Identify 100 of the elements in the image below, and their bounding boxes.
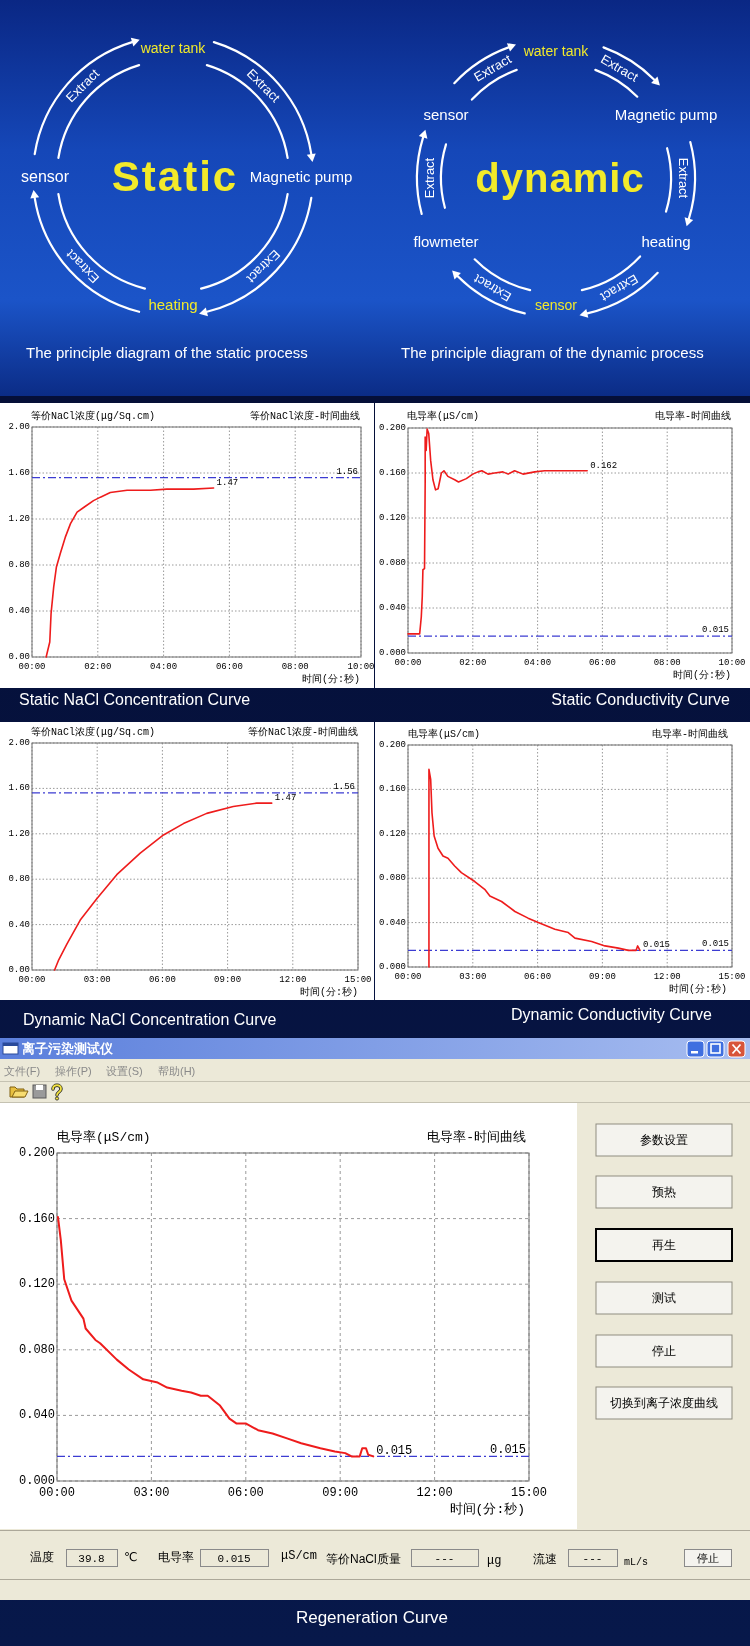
x-tick-label: 03:00 bbox=[459, 972, 487, 982]
y-tick-label: 1.60 bbox=[8, 783, 30, 794]
x-axis-title: 时间(分:秒) bbox=[299, 985, 358, 998]
y-tick-label: 0.000 bbox=[18, 1474, 55, 1488]
x-tick-label: 06:00 bbox=[227, 1486, 264, 1500]
x-tick-label: 02:00 bbox=[459, 658, 487, 668]
text: Dynamic Conductivity Curve bbox=[511, 1005, 713, 1023]
text: 再生 bbox=[652, 1238, 676, 1252]
x-tick-label: 10:00 bbox=[718, 658, 746, 668]
text: ℃ bbox=[124, 1550, 138, 1564]
text: 流速 bbox=[533, 1552, 557, 1566]
text: sensor bbox=[423, 106, 469, 123]
y-axis-title: 电导率(μS/cm) bbox=[57, 1128, 151, 1145]
text: μg bbox=[487, 1554, 502, 1568]
text: heating bbox=[641, 233, 691, 250]
text: sensor bbox=[20, 167, 70, 185]
annotation: 0.015 bbox=[376, 1444, 413, 1459]
ref-line-label: 1.56 bbox=[336, 466, 358, 477]
chart-title: 等价NaCl浓度-时间曲线 bbox=[247, 725, 358, 738]
x-tick-label: 12:00 bbox=[416, 1486, 453, 1500]
line-series bbox=[45, 487, 215, 658]
y-tick-label: 0.080 bbox=[378, 558, 406, 568]
text: Magnetic pump bbox=[614, 106, 718, 123]
x-axis-title: 时间(分:秒) bbox=[301, 672, 360, 685]
y-tick-label: 0.160 bbox=[18, 1211, 55, 1226]
y-tick-label: 0.160 bbox=[378, 468, 406, 478]
text: dynamic bbox=[475, 156, 645, 200]
x-tick-label: 04:00 bbox=[150, 662, 178, 672]
x-tick-label: 06:00 bbox=[148, 975, 176, 985]
text: 文件(F) bbox=[4, 1065, 41, 1077]
text: Dynamic NaCl Concentration Curve bbox=[23, 1010, 277, 1028]
ref-line-label: 1.56 bbox=[333, 781, 355, 792]
y-tick-label: 0.80 bbox=[8, 560, 30, 570]
ref-line-label: 0.015 bbox=[701, 939, 729, 950]
text: water tank bbox=[522, 43, 590, 59]
y-tick-label: 0.200 bbox=[378, 740, 406, 750]
annotation: 1.47 bbox=[274, 793, 297, 804]
x-tick-label: 09:00 bbox=[322, 1486, 359, 1500]
y-tick-label: 1.20 bbox=[8, 514, 30, 524]
text: water tank bbox=[139, 40, 207, 56]
y-axis-title: 等价NaCl浓度(μg/Sq.cm) bbox=[31, 409, 156, 422]
y-axis-title: 电导率(μS/cm) bbox=[408, 727, 481, 740]
x-tick-label: 08:00 bbox=[281, 662, 309, 672]
text: flowmeter bbox=[413, 233, 479, 250]
y-axis-title: 电导率(μS/cm) bbox=[407, 409, 480, 422]
chart-title: 等价NaCl浓度-时间曲线 bbox=[249, 409, 360, 422]
text: 39.8 bbox=[78, 1552, 105, 1565]
y-tick-label: 2.00 bbox=[8, 422, 30, 432]
text: Static NaCl Concentration Curve bbox=[19, 690, 251, 708]
text: Regeneration Curve bbox=[295, 1607, 449, 1627]
x-axis-title: 时间(分:秒) bbox=[449, 1501, 525, 1517]
y-tick-label: 0.080 bbox=[378, 873, 406, 884]
text: 停止 bbox=[696, 1551, 719, 1565]
x-tick-label: 00:00 bbox=[38, 1486, 76, 1500]
line-series bbox=[53, 802, 273, 971]
text: 切换到离子浓度曲线 bbox=[610, 1396, 718, 1410]
y-tick-label: 0.120 bbox=[378, 828, 406, 839]
x-tick-label: 09:00 bbox=[588, 972, 616, 982]
text: μS/cm bbox=[281, 1549, 318, 1563]
x-tick-label: 00:00 bbox=[394, 972, 422, 982]
text: 离子污染测试仪 bbox=[21, 1040, 114, 1057]
y-tick-label: 0.40 bbox=[8, 606, 30, 616]
text: 温度 bbox=[30, 1550, 54, 1564]
x-tick-label: 06:00 bbox=[215, 662, 243, 672]
x-tick-label: 00:00 bbox=[394, 658, 422, 668]
text: 等价NaCl质量 bbox=[326, 1552, 401, 1566]
y-tick-label: 2.00 bbox=[8, 738, 30, 748]
text: 电导率 bbox=[158, 1550, 194, 1564]
annotation: 1.47 bbox=[216, 477, 239, 488]
x-axis-title: 时间(分:秒) bbox=[672, 668, 731, 681]
y-tick-label: 0.200 bbox=[18, 1146, 55, 1160]
text: 参数设置 bbox=[640, 1133, 688, 1147]
text: 停止 bbox=[652, 1344, 676, 1358]
text: The principle diagram of the static process bbox=[26, 343, 308, 361]
x-tick-label: 06:00 bbox=[588, 658, 616, 668]
text: Extract bbox=[421, 157, 437, 199]
x-tick-label: 12:00 bbox=[653, 972, 681, 982]
y-tick-label: 0.200 bbox=[378, 423, 406, 433]
chart-title: 电导率-时间曲线 bbox=[651, 727, 728, 740]
x-tick-label: 09:00 bbox=[214, 975, 242, 985]
text: mL/s bbox=[624, 1556, 649, 1568]
x-tick-label: 02:00 bbox=[84, 662, 112, 672]
ref-line-label: 0.015 bbox=[701, 625, 729, 636]
text: 操作(P) bbox=[55, 1065, 92, 1077]
line-series bbox=[407, 428, 588, 635]
text: 测试 bbox=[652, 1291, 676, 1305]
y-tick-label: 0.120 bbox=[378, 513, 406, 523]
x-tick-label: 03:00 bbox=[133, 1486, 170, 1500]
y-tick-label: 0.040 bbox=[18, 1408, 55, 1423]
y-tick-label: 0.040 bbox=[378, 917, 406, 928]
x-tick-label: 00:00 bbox=[18, 662, 46, 672]
y-tick-label: 0.000 bbox=[378, 648, 406, 658]
y-tick-label: 0.00 bbox=[8, 652, 30, 662]
y-axis-title: 等价NaCl浓度(μg/Sq.cm) bbox=[31, 725, 156, 738]
text: --- bbox=[582, 1552, 603, 1565]
y-tick-label: 0.160 bbox=[378, 784, 406, 795]
ref-line-label: 0.015 bbox=[489, 1443, 526, 1458]
text: 设置(S) bbox=[106, 1065, 143, 1077]
y-tick-label: 1.20 bbox=[8, 828, 30, 839]
text: 0.015 bbox=[217, 1552, 251, 1565]
